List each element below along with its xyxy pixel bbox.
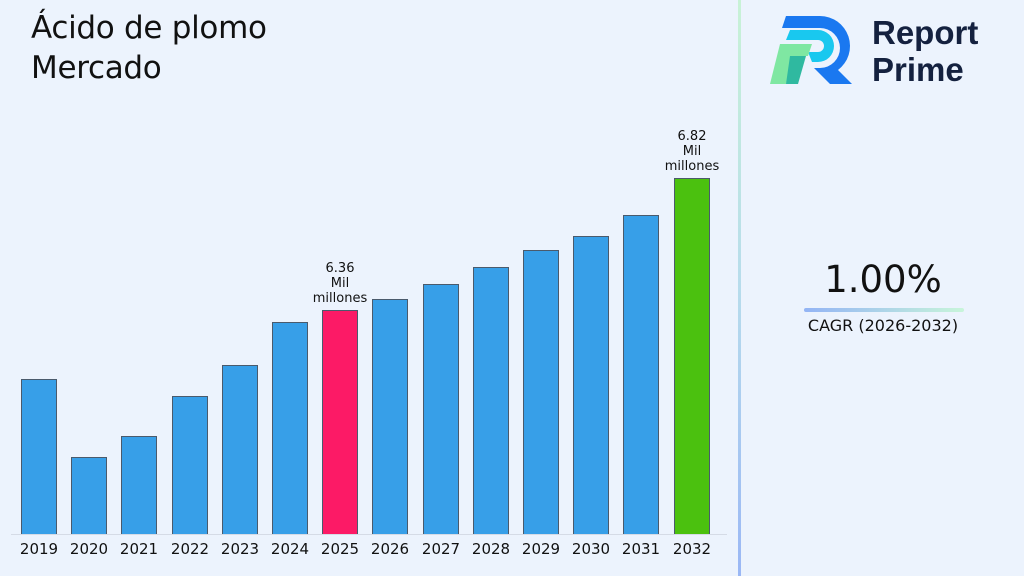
report-prime-logo: Report Prime <box>768 14 1008 90</box>
x-tick-label: 2032 <box>672 540 712 558</box>
bar-2027 <box>423 284 459 534</box>
x-tick-label: 2027 <box>421 540 461 558</box>
cagr-value: 1.00% <box>824 258 942 301</box>
bar-2028 <box>473 267 509 534</box>
panel-divider <box>738 0 741 576</box>
logo-text-line-1: Report <box>872 14 979 51</box>
cagr-label: CAGR (2026-2032) <box>807 316 959 335</box>
x-axis-line <box>11 534 367 535</box>
bar-2020 <box>71 457 107 534</box>
logo-text-line-2: Prime <box>872 51 964 88</box>
bar-2023 <box>222 365 258 534</box>
bar-2026 <box>372 299 408 534</box>
chart-title: Ácido de plomo Mercado <box>31 8 267 88</box>
title-line-1: Ácido de plomo <box>31 10 267 46</box>
bar-2031 <box>623 215 659 534</box>
cagr-underline <box>804 308 964 312</box>
x-tick-label: 2025 <box>320 540 360 558</box>
bar-2032 <box>674 178 710 534</box>
bar-2021 <box>121 436 157 534</box>
value-label-2025: 6.36 Mil millones <box>312 261 368 306</box>
title-line-2: Mercado <box>31 50 162 86</box>
bar-2022 <box>172 396 208 534</box>
bar-2030 <box>573 236 609 534</box>
logo-text: Report Prime <box>872 14 978 88</box>
x-tick-label: 2030 <box>571 540 611 558</box>
report-prime-logo-icon <box>770 16 852 84</box>
x-tick-label: 2026 <box>370 540 410 558</box>
x-tick-label: 2019 <box>19 540 59 558</box>
bar-2029 <box>523 250 559 534</box>
bar-2025 <box>322 310 358 534</box>
bar-2024 <box>272 322 308 534</box>
x-tick-label: 2023 <box>220 540 260 558</box>
x-tick-label: 2029 <box>521 540 561 558</box>
x-tick-label: 2021 <box>119 540 159 558</box>
x-tick-label: 2020 <box>69 540 109 558</box>
bar-2019 <box>21 379 57 534</box>
x-tick-label: 2028 <box>471 540 511 558</box>
x-tick-label: 2022 <box>170 540 210 558</box>
x-tick-label: 2024 <box>270 540 310 558</box>
bar-chart: 2019 2020 2021 2022 2023 2024 2025 6.36 Mil millo… <box>11 129 727 558</box>
x-tick-label: 2031 <box>621 540 661 558</box>
value-label-2032: 6.82 Mil millones <box>664 129 720 174</box>
x-axis-line <box>367 534 727 535</box>
